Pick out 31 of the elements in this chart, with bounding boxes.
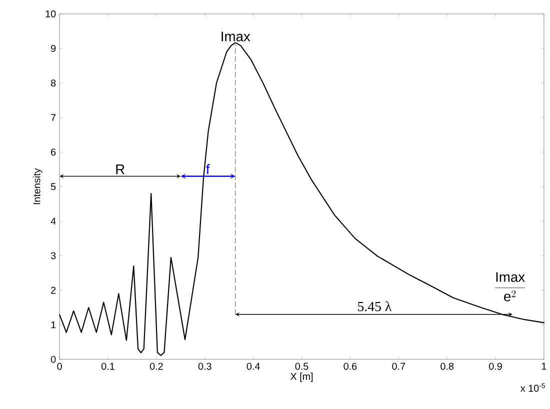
- x-tick-label: 1: [542, 362, 546, 370]
- y-tick-label: 10: [46, 10, 56, 18]
- annotation: R: [116, 164, 124, 174]
- y-tick-label: 9: [51, 44, 56, 52]
- x-tick-label: 0.7: [392, 362, 406, 370]
- x-tick-label: 0.8: [440, 362, 454, 370]
- x-tick-label: 0.4: [246, 362, 260, 370]
- y-tick-label: 2: [51, 286, 56, 294]
- y-tick-label: 5: [50, 183, 56, 190]
- x-tick-label: 0.2: [150, 362, 163, 370]
- x-tick-label: 0.5: [295, 362, 308, 370]
- x-axis-title: X [m]: [290, 372, 313, 382]
- text: x 10$^{-5}$: [520, 383, 545, 392]
- annotation: Imax: [222, 32, 250, 42]
- y-tick-label: 1: [51, 321, 56, 328]
- annotation: f: [206, 164, 210, 174]
- y-tick-label: 7: [51, 114, 56, 121]
- line-series: [59, 42, 544, 356]
- y-axis-title: Intensity: [33, 168, 42, 204]
- x-tick-label: 0.6: [344, 362, 357, 370]
- x-tick-label: 0: [57, 362, 62, 370]
- annotation: $\frac{\mathrm{Imax}}{\mathrm{e}^{2}}$: [495, 272, 526, 302]
- y-tick-label: 3: [50, 252, 56, 260]
- y-tick-label: 0: [50, 356, 56, 363]
- y-tick-label: 4: [50, 218, 56, 225]
- x-tick-label: 0.1: [102, 362, 114, 370]
- x-tick-label: 0.9: [489, 362, 502, 370]
- y-tick-label: 6: [51, 148, 56, 156]
- y-tick-label: 8: [51, 79, 56, 86]
- annotation: 5.45 λ: [358, 301, 392, 312]
- x-tick-label: 0.3: [198, 362, 212, 370]
